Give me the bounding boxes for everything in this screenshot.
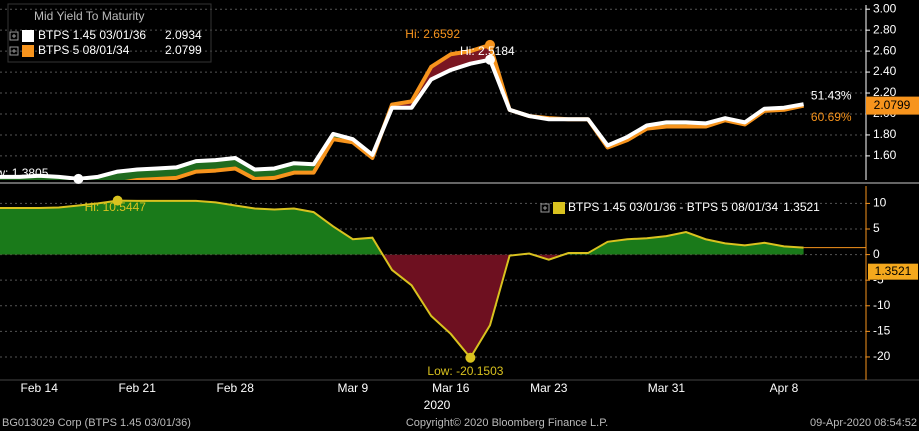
y-tick-label: -15 <box>873 324 891 338</box>
x-tick-label: Feb 28 <box>217 381 255 395</box>
x-axis-year: 2020 <box>424 398 451 412</box>
hi-label: Hi: 2.5184 <box>460 44 515 58</box>
hi-marker <box>485 39 495 50</box>
y-tick-label: 1.60 <box>873 148 897 162</box>
footer-center: Copyright© 2020 Bloomberg Finance L.P. <box>406 417 608 429</box>
expand-icon <box>9 31 19 41</box>
fill-group <box>0 200 804 255</box>
series-line <box>0 57 804 180</box>
x-tick-label: Apr 8 <box>770 381 799 395</box>
low-marker <box>73 173 84 184</box>
low-label: Low: -20.1503 <box>427 364 503 378</box>
y-tick-label: -20 <box>873 349 891 363</box>
x-tick-label: Mar 9 <box>337 381 368 395</box>
low-label: Low: 1.3805 <box>0 166 49 180</box>
value-box <box>866 96 919 115</box>
legend-swatch <box>22 45 34 57</box>
footer-left: BG013029 Corp (BTPS 1.45 03/01/36) <box>2 417 191 429</box>
y-tick-label: 2.40 <box>873 64 897 78</box>
legend-value: 2.0799 <box>165 43 202 57</box>
y-tick-label: 3.00 <box>873 1 897 15</box>
hi-label: Hi: 2.6592 <box>405 27 460 41</box>
expand-icon <box>9 46 19 56</box>
legend-value: 1.3521 <box>783 200 820 214</box>
y-tick-label: 2.80 <box>873 22 897 36</box>
legend-label: BTPS 1.45 03/01/36 - BTPS 5 08/01/34 <box>568 200 778 214</box>
legend-swatch <box>553 202 565 214</box>
y-tick-label: 2.60 <box>873 43 897 57</box>
y-tick-label: -10 <box>873 298 891 312</box>
legend-swatch <box>22 30 34 42</box>
x-tick-label: Mar 16 <box>432 381 470 395</box>
y-tick-label: 1.80 <box>873 127 897 141</box>
plot-area <box>0 8 866 180</box>
hi-marker <box>112 195 123 206</box>
x-tick-label: Feb 21 <box>119 381 157 395</box>
legend-label: BTPS 1.45 03/01/36 <box>38 28 146 42</box>
value-box <box>868 263 918 280</box>
end-label: 51.43% <box>811 88 852 102</box>
hi-marker <box>485 54 495 65</box>
low-marker <box>465 352 476 363</box>
value-box-label: 1.3521 <box>875 264 912 278</box>
area-positive <box>0 200 804 255</box>
legend-value: 2.0934 <box>165 28 202 42</box>
y-tick-label: 10 <box>873 196 887 210</box>
y-tick-label: 2.20 <box>873 85 897 99</box>
legend-title: Mid Yield To Maturity <box>34 9 145 23</box>
plot-area <box>0 199 866 360</box>
y-tick-label: 5 <box>873 221 880 235</box>
hi-label: Hi: 10.5447 <box>85 200 147 214</box>
x-tick-label: Mar 23 <box>530 381 568 395</box>
series-line <box>0 199 804 360</box>
legend-box <box>7 3 212 63</box>
series-line <box>0 42 805 180</box>
legend-label: BTPS 5 08/01/34 <box>38 43 130 57</box>
end-label: 60.69% <box>811 110 852 124</box>
x-tick-label: Mar 31 <box>648 381 686 395</box>
x-tick-label: Feb 14 <box>21 381 59 395</box>
value-box-label: 2.0799 <box>874 98 911 112</box>
footer-right: 09-Apr-2020 08:54:52 <box>810 417 917 429</box>
y-tick-label: 0 <box>873 247 880 261</box>
expand-icon <box>540 203 550 213</box>
